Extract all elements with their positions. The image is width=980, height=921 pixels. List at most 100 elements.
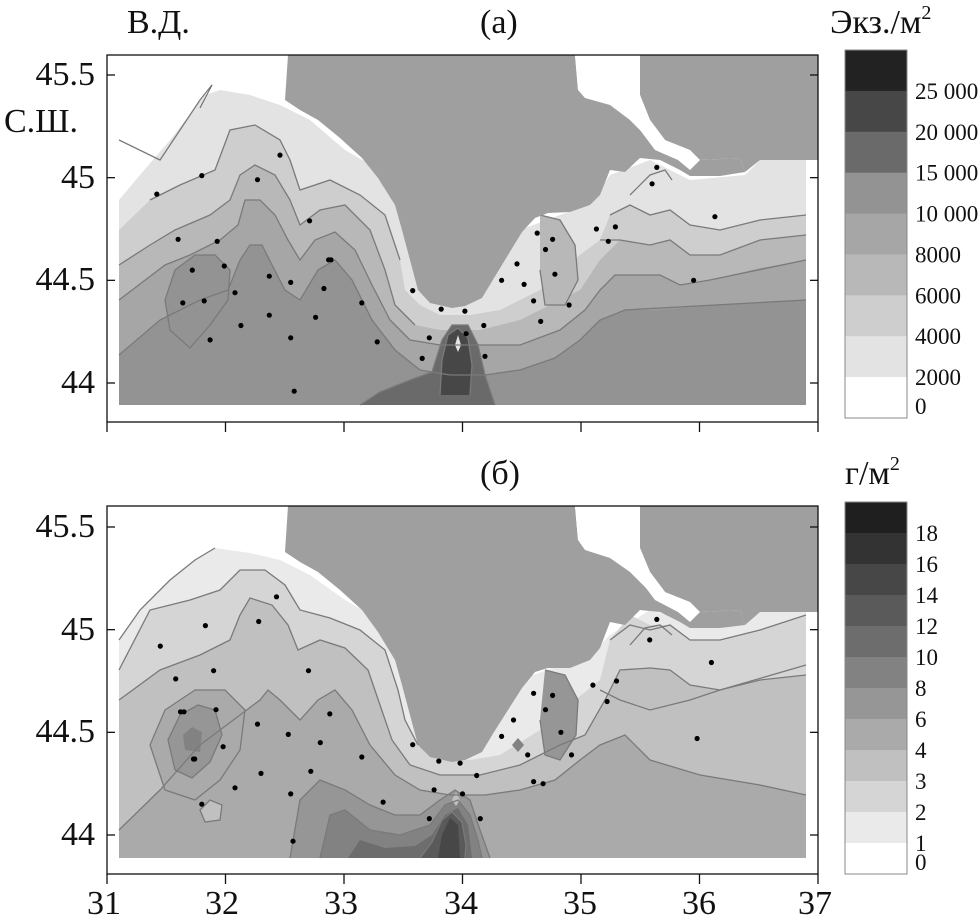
legend-level-label: 3 xyxy=(915,769,927,794)
station-marker xyxy=(540,781,546,787)
legend-swatch xyxy=(845,719,907,751)
station-marker xyxy=(481,322,487,329)
station-marker xyxy=(712,214,718,220)
station-marker xyxy=(175,236,181,242)
legend-swatch xyxy=(845,336,907,378)
legend-b-unit: г/м2 xyxy=(845,453,900,492)
station-marker xyxy=(213,707,219,713)
legend-swatch xyxy=(845,295,907,337)
station-marker xyxy=(431,787,437,793)
legend-level-label: 2 xyxy=(915,800,927,825)
station-marker xyxy=(550,692,556,699)
station-marker xyxy=(649,181,655,187)
station-marker xyxy=(534,230,540,236)
legend-level-label: 0 xyxy=(915,394,927,419)
lat-axis-label: С.Ш. xyxy=(4,103,78,140)
station-marker xyxy=(499,733,505,740)
station-marker xyxy=(291,388,297,394)
land-mainland-a xyxy=(640,55,818,172)
legend-level-label: 4 xyxy=(915,738,927,763)
station-marker xyxy=(214,238,220,244)
station-marker xyxy=(201,298,207,304)
station-marker xyxy=(568,752,575,758)
station-marker xyxy=(254,177,261,183)
station-marker xyxy=(211,668,217,674)
legend-swatch xyxy=(845,213,907,255)
contour-fill-b-peak xyxy=(452,792,460,806)
station-marker xyxy=(521,281,527,287)
legend-frame xyxy=(844,49,908,419)
station-marker xyxy=(514,261,520,267)
station-marker xyxy=(189,267,195,273)
contour-fill-a-10000 xyxy=(119,245,806,405)
legend-level-label: 25 000 xyxy=(915,79,978,104)
legend-swatch xyxy=(845,812,907,844)
legend-level-label: 10 xyxy=(915,645,938,670)
legend-level-label: 8000 xyxy=(915,242,961,267)
legend-level-label: 6000 xyxy=(915,283,961,308)
contour-lines-b xyxy=(118,547,807,859)
station-marker xyxy=(266,273,272,279)
map-panel-a: В.Д. С.Ш. (а) 45.5 45 44.5 44 Экз./м2 25… xyxy=(4,2,978,432)
station-marker xyxy=(288,791,294,797)
station-marker xyxy=(307,218,313,224)
station-marker xyxy=(474,772,480,779)
station-marker xyxy=(313,314,319,320)
legend-swatch xyxy=(845,533,907,565)
contour-fill-a-east-lobe xyxy=(540,215,578,305)
legend-swatch xyxy=(845,688,907,720)
station-marker xyxy=(525,752,531,758)
lon-tick-label-34: 34 xyxy=(444,885,478,921)
legend-level-label: 8 xyxy=(915,676,927,701)
lon-tick-label-37: 37 xyxy=(798,885,832,921)
legend-level-label: 18 xyxy=(915,521,938,546)
legend-swatch xyxy=(845,657,907,689)
legend-swatch xyxy=(845,843,907,875)
station-marker xyxy=(538,318,544,324)
station-marker xyxy=(288,279,294,285)
station-marker xyxy=(426,335,432,341)
station-marker xyxy=(202,623,208,629)
contour-fill-b-isle-small xyxy=(200,800,222,822)
lat-tick-label-b-44: 44 xyxy=(61,816,95,853)
station-marker xyxy=(321,285,327,292)
legend-swatch xyxy=(845,172,907,215)
station-marker xyxy=(266,312,272,318)
station-marker xyxy=(542,246,549,253)
legend-swatch xyxy=(845,131,907,174)
station-marker xyxy=(290,838,296,844)
legend-a-unit: Экз./м2 xyxy=(830,2,931,41)
legend-level-label: 12 xyxy=(915,614,938,639)
station-marker xyxy=(613,678,620,684)
lat-tick-label-a-44: 44 xyxy=(61,364,95,401)
station-marker xyxy=(510,717,517,723)
station-marker xyxy=(190,756,197,762)
lon-axis-label: В.Д. xyxy=(127,4,190,41)
legend-level-label: 0 xyxy=(915,850,927,875)
station-marker xyxy=(410,288,416,294)
legend-level-label: 10 000 xyxy=(915,202,978,227)
station-marker xyxy=(359,754,365,760)
station-marker xyxy=(220,744,226,750)
station-marker xyxy=(419,355,425,361)
legend-level-label: 2000 xyxy=(915,365,961,390)
station-marker xyxy=(232,785,238,791)
station-marker xyxy=(438,306,444,312)
station-marker xyxy=(327,711,333,717)
station-marker xyxy=(604,698,610,705)
station-marker xyxy=(173,676,179,682)
legend-swatch xyxy=(845,377,907,419)
land-mainland-b xyxy=(640,506,818,625)
station-marker xyxy=(258,770,264,777)
station-marker xyxy=(238,322,244,329)
land-crimea-a xyxy=(285,55,745,308)
station-marker xyxy=(221,263,227,269)
legend-level-label: 20 000 xyxy=(915,120,978,145)
legend-level-label: 1 xyxy=(915,831,927,856)
station-marker xyxy=(232,290,238,296)
legend-a: 25 000 20 000 15 000 10 000 8000 6000 4000 2000… xyxy=(844,49,978,419)
coastline-nw-a xyxy=(199,84,213,109)
contour-fill-b-4 xyxy=(119,690,806,858)
lat-tick-label-b-44.5: 44.5 xyxy=(36,713,96,750)
